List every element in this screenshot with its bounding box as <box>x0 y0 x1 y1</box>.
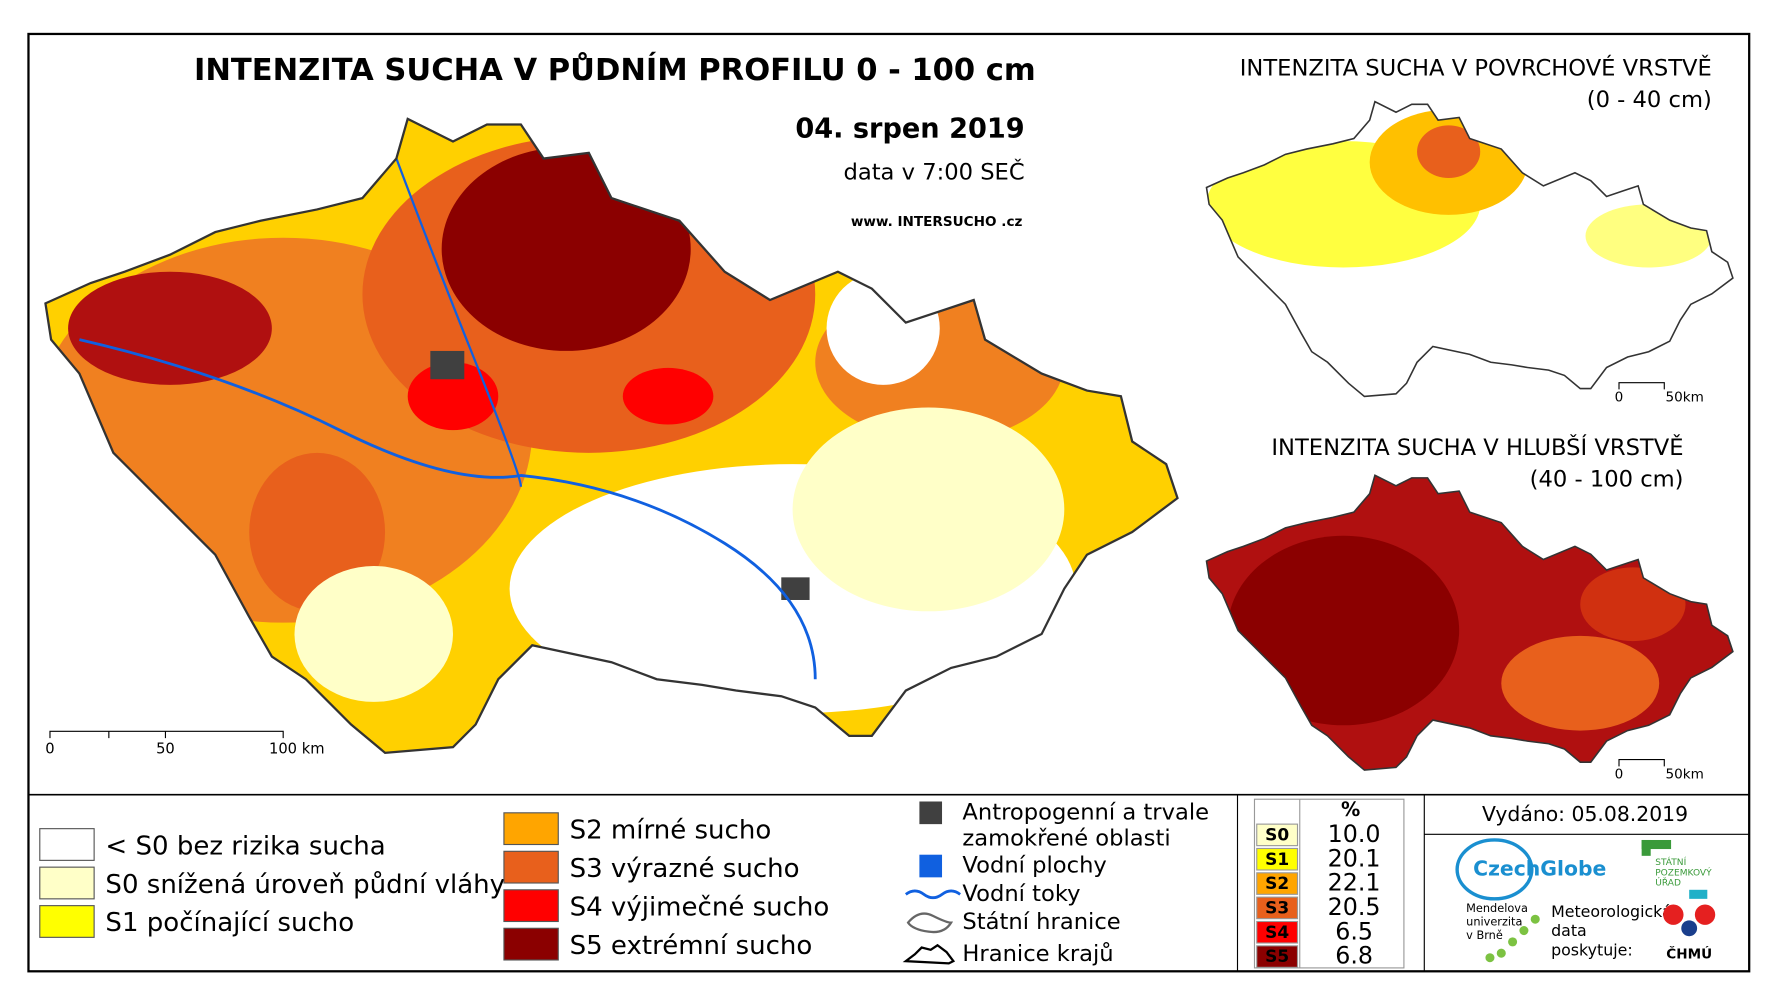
legend-label: Vodní toky <box>962 881 1080 907</box>
legend-swatch <box>39 905 95 938</box>
legend-symbol <box>919 801 943 825</box>
logo-text: v Brně <box>1466 928 1503 942</box>
main-title: INTENZITA SUCHA V PŮDNÍM PROFILU 0 - 100… <box>194 51 1036 88</box>
scale-label: 0 <box>1615 389 1624 405</box>
table-percent: 22.1 <box>1328 869 1381 897</box>
logo-text: ČHMÚ <box>1666 944 1712 962</box>
table-class-cell <box>1256 847 1299 871</box>
legend-label: S3 výrazné sucho <box>570 854 800 884</box>
scale-label: 50km <box>1665 389 1703 405</box>
logo-text: STÁTNÍ <box>1655 856 1686 868</box>
legend-label: Státní hranice <box>962 909 1120 935</box>
inset-surface-map <box>1205 100 1734 398</box>
table-class: S5 <box>1265 947 1289 967</box>
scale-label: 50km <box>1665 766 1703 782</box>
table-class-cell <box>1256 872 1299 895</box>
legend-label: S5 extrémní sucho <box>570 931 813 961</box>
legend-label: Vodní plochy <box>962 853 1106 879</box>
table-class-cell <box>1256 920 1299 944</box>
legend-symbol <box>919 854 943 878</box>
inset-subtitle: (40 - 100 cm) <box>1530 466 1684 492</box>
table-class-cell <box>1256 896 1299 920</box>
scale-label: 0 <box>1615 766 1624 782</box>
logos: CzechGlobe STÁTNÍ POZEMKOVÝ ÚŘAD Mendelo… <box>1455 838 1716 962</box>
legend-swatch <box>39 828 95 861</box>
table-class: S0 <box>1265 825 1289 845</box>
date: 04. srpen 2019 <box>795 114 1024 145</box>
stats-table <box>1253 798 1405 969</box>
inset-title: INTENZITA SUCHA V HLUBŠÍ VRSTVĚ <box>1271 433 1683 461</box>
inset-subtitle: (0 - 40 cm) <box>1587 87 1712 113</box>
table-header: % <box>1341 798 1360 821</box>
table-percent: 10.0 <box>1328 820 1381 848</box>
legend-symbol <box>904 889 961 900</box>
legend-swatch <box>503 812 559 846</box>
table-percent: 6.8 <box>1335 942 1373 970</box>
logo-text: data <box>1551 921 1587 940</box>
legend-label: Antropogenní a trvale <box>962 799 1209 825</box>
logo-text: ÚŘAD <box>1655 877 1681 889</box>
legend-label: S4 výjimečné sucho <box>570 892 830 922</box>
logo-text: POZEMKOVÝ <box>1655 866 1712 878</box>
logo-text: univerzita <box>1466 915 1522 929</box>
issued: Vydáno: 05.08.2019 <box>1482 802 1688 826</box>
legend-swatch <box>503 889 559 923</box>
logo-text: Mendelova <box>1466 901 1528 915</box>
table-class: S1 <box>1265 850 1289 870</box>
logo-text: poskytuje: <box>1551 940 1633 959</box>
legend-swatch <box>39 866 95 900</box>
legend-label: < S0 bez rizika sucha <box>105 831 385 861</box>
legend-label: S1 počínající sucho <box>105 908 354 938</box>
logo-text: CzechGlobe <box>1473 856 1606 880</box>
main-map <box>45 118 1178 753</box>
legend-label: S2 mírné sucho <box>570 815 772 845</box>
scale-bar <box>49 382 1665 767</box>
table-class: S2 <box>1265 874 1289 894</box>
frame <box>27 32 1751 973</box>
legend-swatch <box>503 927 559 961</box>
scale-label: 0 <box>45 740 54 757</box>
legend-label: Hranice krajů <box>962 940 1113 967</box>
inset-title: INTENZITA SUCHA V POVRCHOVÉ VRSTVĚ <box>1240 54 1712 82</box>
inset-deep-map <box>1205 474 1734 771</box>
legend-symbol <box>902 943 956 965</box>
scale-label: 100 km <box>269 740 325 757</box>
scale-label: 50 <box>156 740 175 757</box>
table-percent: 20.5 <box>1328 893 1381 921</box>
website: www. INTERSUCHO .cz <box>851 214 1023 230</box>
table-class-cell <box>1256 823 1299 847</box>
table-percent: 6.5 <box>1335 917 1373 945</box>
legend-swatch <box>503 850 559 884</box>
logo-text: Meteorologická <box>1551 902 1672 921</box>
table-percent: 20.1 <box>1328 844 1381 872</box>
legend-symbol <box>906 912 954 934</box>
table-class: S3 <box>1265 898 1289 918</box>
table-class: S4 <box>1265 923 1289 943</box>
legend-label: S0 snížená úroveň půdní vláhy <box>105 870 505 900</box>
time-note: data v 7:00 SEČ <box>843 158 1024 186</box>
table-class-cell <box>1256 945 1299 968</box>
legend-label: zamokřené oblasti <box>962 825 1170 851</box>
